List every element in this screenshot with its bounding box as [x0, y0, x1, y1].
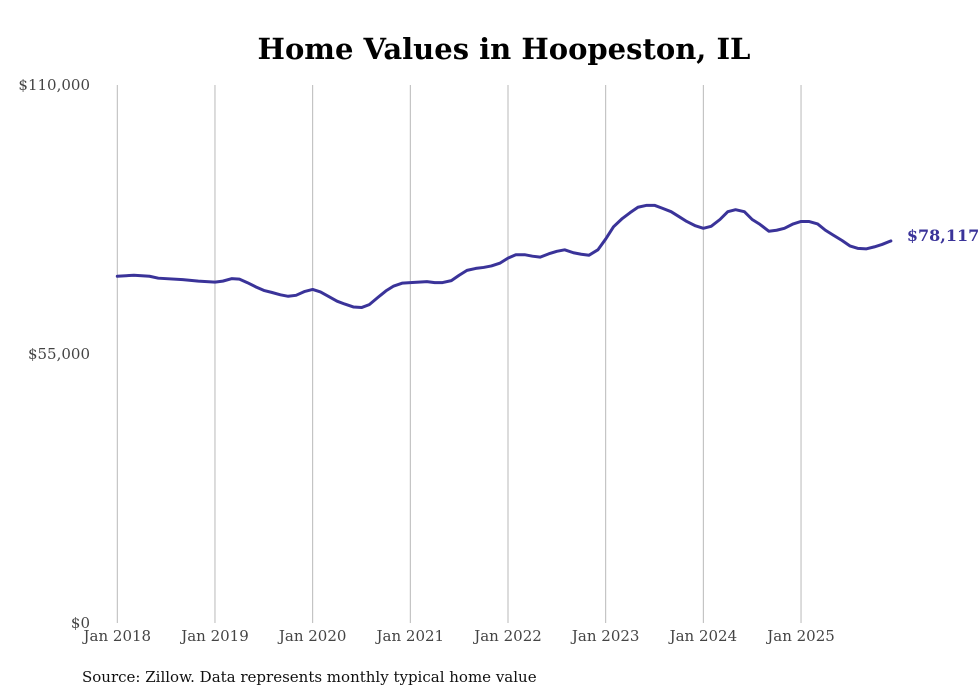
- grid-lines: [116, 85, 802, 623]
- x-tick-label: Jan 2023: [570, 627, 640, 645]
- end-value-label: $78,117: [907, 226, 979, 245]
- series-line: [115, 203, 893, 310]
- x-tick-label: Jan 2020: [277, 627, 347, 645]
- data-series: $78,117: [115, 203, 979, 310]
- y-tick-label: $55,000: [28, 345, 90, 363]
- x-tick-label: Jan 2024: [668, 627, 738, 645]
- x-tick-label: Jan 2019: [179, 627, 249, 645]
- chart-title: Home Values in Hoopeston, IL: [258, 32, 751, 66]
- x-tick-label: Jan 2022: [472, 627, 542, 645]
- y-axis-ticks: $0 $55,000 $110,000: [18, 76, 90, 632]
- y-tick-label: $0: [71, 614, 90, 632]
- x-tick-label: Jan 2025: [765, 627, 835, 645]
- x-tick-label: Jan 2021: [375, 627, 445, 645]
- source-note: Source: Zillow. Data represents monthly …: [82, 668, 537, 686]
- x-tick-label: Jan 2018: [82, 627, 152, 645]
- y-tick-label: $110,000: [18, 76, 90, 94]
- x-axis-ticks: Jan 2018 Jan 2019 Jan 2020 Jan 2021 Jan 2022…: [82, 627, 835, 645]
